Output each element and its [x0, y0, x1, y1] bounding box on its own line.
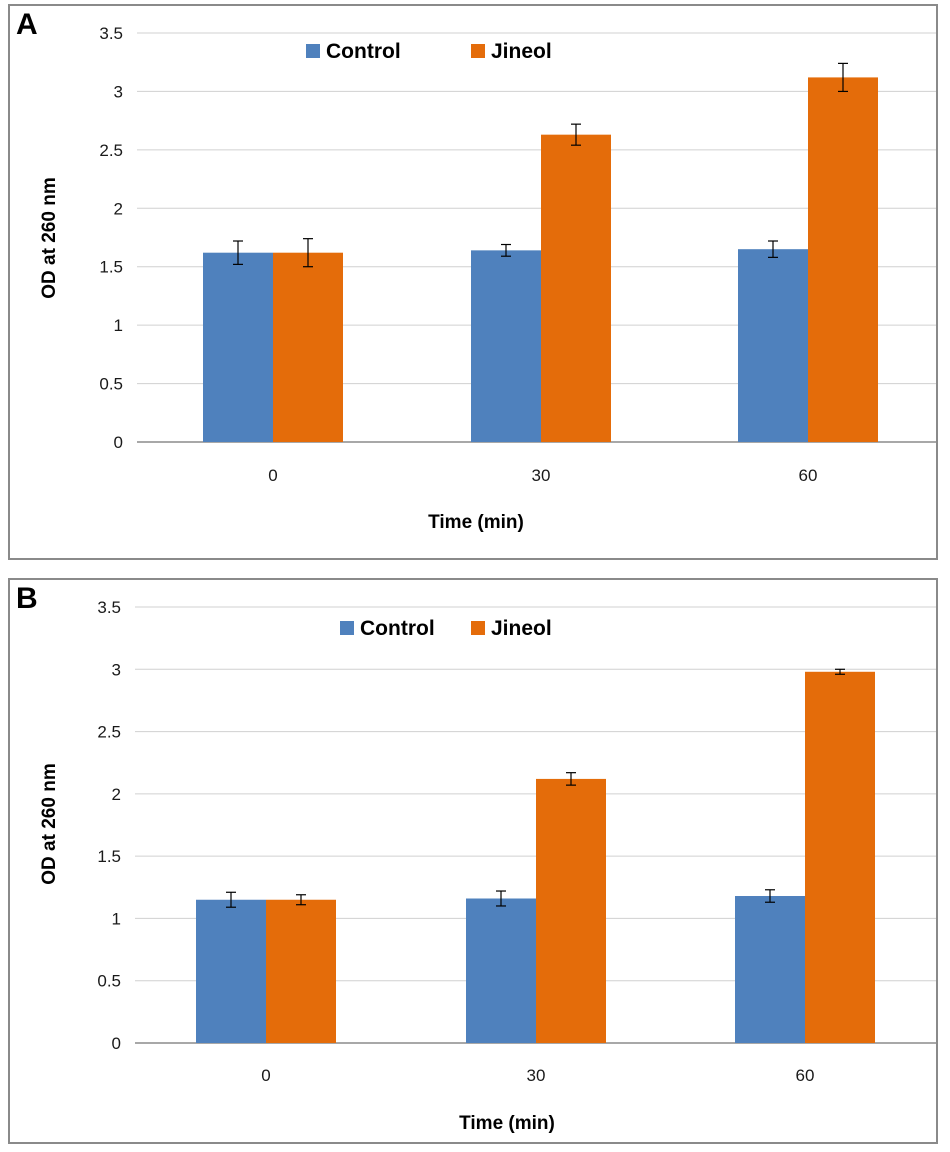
bar-control-30 [466, 898, 536, 1043]
bar-control-60 [735, 896, 805, 1043]
y-axis-title: OD at 260 nm [39, 763, 60, 884]
y-tick-label: 3.5 [97, 598, 121, 617]
bar-jineol-30 [536, 778, 606, 1043]
bar-control-0 [196, 899, 266, 1043]
y-tick-label: 0 [114, 433, 123, 452]
legend-swatch-jineol [471, 621, 485, 635]
y-tick-label: 2 [112, 785, 121, 804]
legend-label-control: Control [326, 40, 401, 63]
chart-panel-b: B 0 0.5 1 1.5 2 2.5 3 3.5 0 30 60 Time (min) OD at 2… [8, 578, 938, 1144]
x-tick-label: 60 [796, 1066, 815, 1085]
y-tick-label: 2.5 [99, 141, 123, 160]
y-tick-label: 3 [112, 660, 121, 679]
bar-jineol-0 [266, 899, 336, 1043]
bar-jineol-60 [808, 77, 878, 443]
bar-jineol-30 [541, 134, 611, 442]
bar-control-0 [203, 252, 273, 442]
legend-swatch-control [306, 44, 320, 58]
y-tick-label: 3.5 [99, 24, 123, 43]
y-tick-label: 0.5 [97, 972, 121, 991]
x-axis-title: Time (min) [459, 1113, 555, 1134]
y-axis-title: OD at 260 nm [39, 177, 60, 298]
panel-label: A [16, 8, 38, 41]
x-tick-label: 0 [268, 466, 277, 485]
y-tick-label: 2 [114, 199, 123, 218]
bar-chart-b: 0 0.5 1 1.5 2 2.5 3 3.5 0 30 60 Time (min) OD at 260… [39, 598, 936, 1134]
x-axis-title: Time (min) [428, 512, 524, 533]
panel-label: B [16, 582, 38, 615]
legend-label-control: Control [360, 617, 435, 640]
y-tick-label: 3 [114, 82, 123, 101]
bar-chart-a: 0 0.5 1 1.5 2 2.5 3 3.5 0 30 60 Time (min) OD at 260… [39, 24, 936, 533]
chart-panel-a: A 0 0.5 1 1.5 2 2.5 3 3.5 0 30 60 Time (min) OD at 2… [8, 4, 938, 560]
bar-jineol-0 [273, 252, 343, 442]
x-tick-label: 30 [532, 466, 551, 485]
bar-control-30 [471, 250, 541, 442]
x-tick-label: 0 [261, 1066, 270, 1085]
y-tick-label: 1.5 [97, 847, 121, 866]
y-tick-label: 2.5 [97, 723, 121, 742]
y-tick-label: 0 [112, 1034, 121, 1053]
y-tick-label: 0.5 [99, 375, 123, 394]
legend-swatch-control [340, 621, 354, 635]
legend-label-jineol: Jineol [491, 617, 552, 640]
legend-swatch-jineol [471, 44, 485, 58]
y-tick-label: 1 [114, 316, 123, 335]
bar-control-60 [738, 249, 808, 442]
bar-jineol-60 [805, 671, 875, 1043]
x-tick-label: 60 [799, 466, 818, 485]
y-tick-label: 1.5 [99, 258, 123, 277]
x-tick-label: 30 [527, 1066, 546, 1085]
legend-label-jineol: Jineol [491, 40, 552, 63]
y-tick-label: 1 [112, 909, 121, 928]
